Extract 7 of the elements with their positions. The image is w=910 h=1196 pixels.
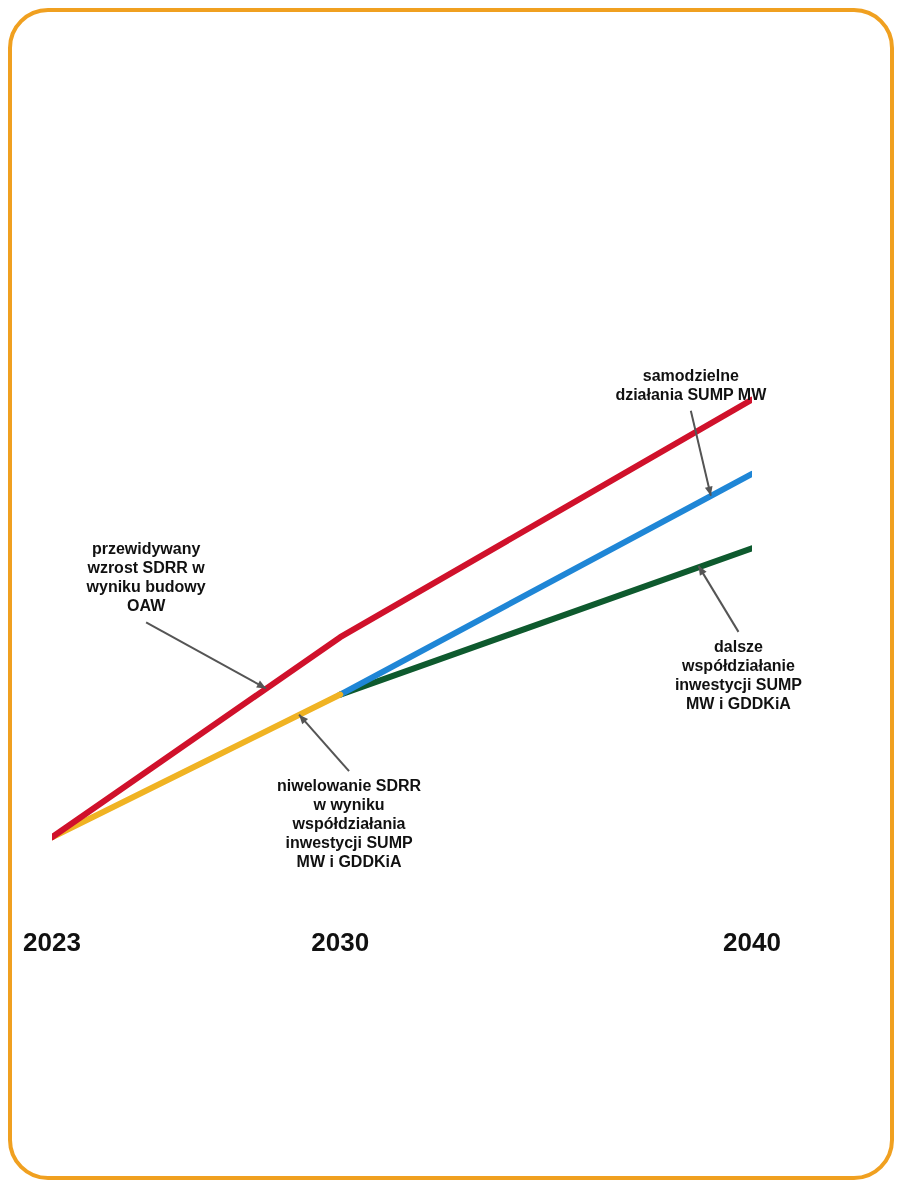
- x-tick-label: 2040: [723, 926, 781, 957]
- x-tick-label: 2023: [23, 926, 81, 957]
- annotation: niwelowanie SDRR w wyniku współdziałania inwestycji SUMP MW i GDDKiA: [277, 777, 422, 871]
- x-tick-label: 2030: [311, 926, 370, 957]
- annotation: przewidywany wzrost SDRR w wyniku budowy OAW: [85, 540, 206, 615]
- annotation: samodzielne działania SUMP MW: [615, 366, 768, 403]
- annotation: dalsze współdziałanie inwestycji SUMP MW i GDDKiA: [674, 637, 803, 712]
